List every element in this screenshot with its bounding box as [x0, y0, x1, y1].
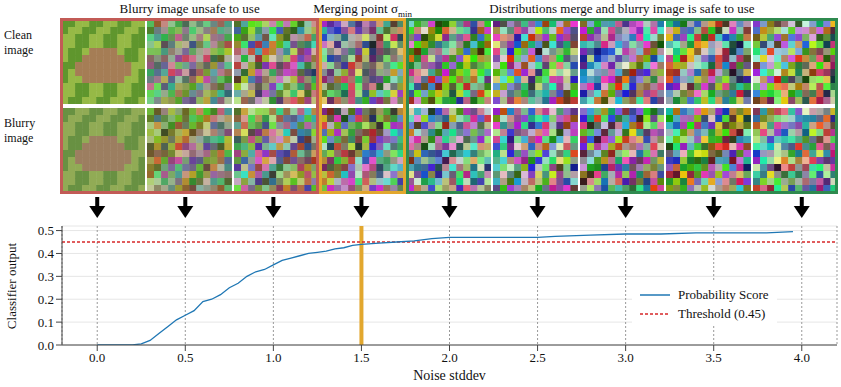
svg-text:0.0: 0.0 — [38, 338, 54, 353]
svg-text:3.5: 3.5 — [706, 350, 722, 365]
svg-text:0.4: 0.4 — [38, 246, 55, 261]
html-text:Distributions merge and blurry: Distributions merge and blurry image is … — [489, 1, 755, 16]
html-text:Blurry image unsafe to use: Blurry image unsafe to use — [119, 1, 260, 16]
svg-text:1.0: 1.0 — [265, 350, 281, 365]
html-text:Noise stddev: Noise stddev — [413, 368, 486, 383]
svg-text:4.0: 4.0 — [794, 350, 810, 365]
html-text:Threshold (0.45): Threshold (0.45) — [678, 306, 766, 321]
svg-text:2.0: 2.0 — [441, 350, 457, 365]
svg-text:3.0: 3.0 — [618, 350, 634, 365]
svg-text:0.0: 0.0 — [89, 350, 105, 365]
svg-text:0.5: 0.5 — [38, 223, 54, 238]
html-text:Merging point σmin: Merging point σmin — [313, 1, 412, 19]
svg-text:0.1: 0.1 — [38, 315, 54, 330]
svg-text:2.5: 2.5 — [529, 350, 545, 365]
svg-text:1.5: 1.5 — [353, 350, 369, 365]
svg-text:0.2: 0.2 — [38, 292, 54, 307]
html-text:Blurry image: Blurry image — [4, 116, 36, 145]
html-text:Classifier output: Classifier output — [4, 242, 19, 329]
html-text:Clean image: Clean image — [4, 28, 34, 57]
html-text:Probability Score: Probability Score — [678, 287, 769, 302]
svg-text:0.3: 0.3 — [38, 269, 54, 284]
svg-text:0.5: 0.5 — [177, 350, 193, 365]
